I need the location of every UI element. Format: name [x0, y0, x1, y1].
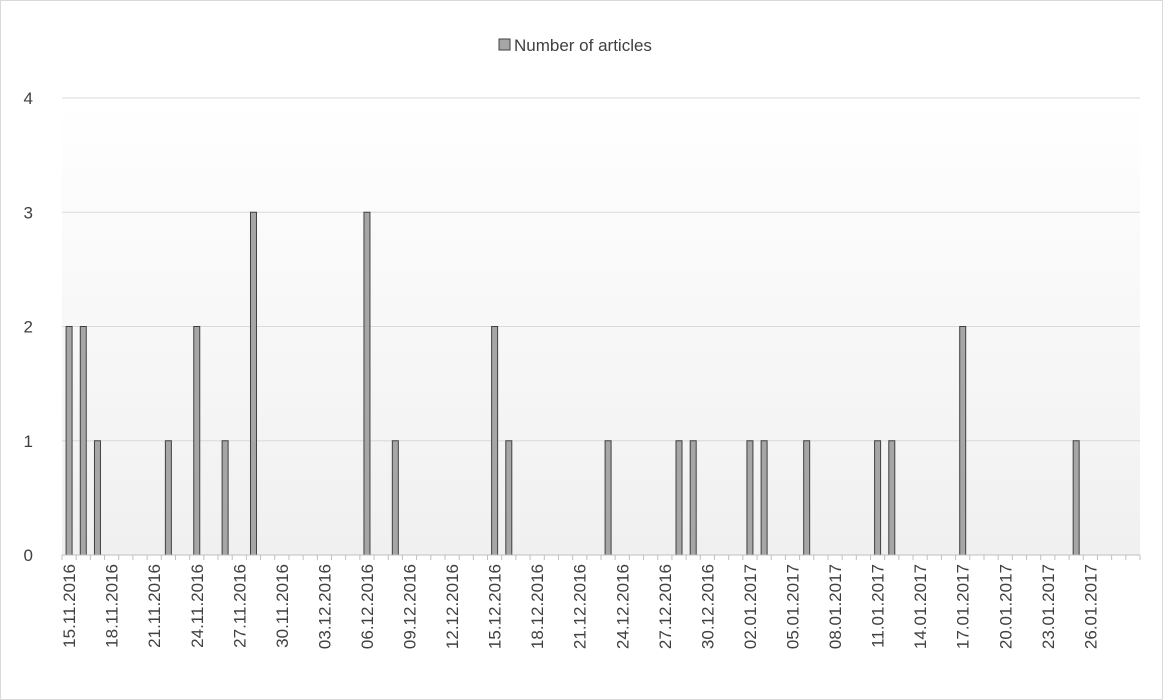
- legend-swatch: [498, 38, 511, 51]
- bar: [888, 440, 896, 556]
- legend-label: Number of articles: [514, 36, 652, 55]
- bar: [391, 440, 399, 556]
- bar: [249, 211, 257, 556]
- x-axis-ticks: 15.11.2016 18.11.2016 21.11.2016 24.11.2016…: [60, 564, 1100, 649]
- bar: [874, 440, 882, 556]
- bar: [363, 211, 371, 556]
- x-tick-label: 05.01.2017: [783, 564, 802, 649]
- bar: [803, 440, 811, 556]
- y-tick-label: 1: [24, 432, 33, 451]
- legend: Number of articles: [498, 36, 652, 55]
- y-axis-ticks: 0 1 2 3 4: [24, 89, 33, 565]
- x-tick-label: 24.12.2016: [613, 564, 632, 649]
- x-tick-label: 14.01.2017: [911, 564, 930, 649]
- bar: [760, 440, 768, 556]
- bar: [689, 440, 697, 556]
- x-tick-label: 03.12.2016: [315, 564, 334, 649]
- bar: [675, 440, 683, 556]
- x-tick-label: 27.11.2016: [230, 564, 249, 648]
- bar: [491, 326, 499, 556]
- bar: [746, 440, 754, 556]
- x-tick-label: 18.11.2016: [103, 564, 122, 648]
- x-tick-label: 17.01.2017: [954, 564, 973, 649]
- x-tick-label: 09.12.2016: [401, 564, 420, 649]
- x-tick-label: 30.12.2016: [698, 564, 717, 649]
- y-tick-label: 3: [24, 203, 33, 222]
- bar: [93, 440, 101, 556]
- x-tick-label: 02.01.2017: [741, 564, 760, 649]
- x-tick-label: 21.12.2016: [571, 564, 590, 649]
- bar: [193, 326, 201, 556]
- x-tick-label: 15.12.2016: [486, 564, 505, 649]
- bar: [505, 440, 513, 556]
- x-tick-label: 27.12.2016: [656, 564, 675, 649]
- bar: [959, 326, 967, 556]
- bar: [604, 440, 612, 556]
- x-tick-label: 06.12.2016: [358, 564, 377, 649]
- x-tick-label: 15.11.2016: [60, 564, 79, 648]
- x-tick-label: 26.01.2017: [1081, 564, 1100, 649]
- bar: [221, 440, 229, 556]
- x-tick-label: 30.11.2016: [273, 564, 292, 648]
- x-tick-label: 12.12.2016: [443, 564, 462, 649]
- x-tick-label: 18.12.2016: [528, 564, 547, 649]
- y-tick-label: 4: [24, 89, 33, 108]
- x-tick-label: 11.01.2017: [869, 564, 888, 648]
- bar: [164, 440, 172, 556]
- x-tick-label: 23.01.2017: [1039, 564, 1058, 649]
- x-tick-label: 20.01.2017: [996, 564, 1015, 649]
- x-tick-label: 08.01.2017: [826, 564, 845, 649]
- x-tick-label: 21.11.2016: [145, 564, 164, 648]
- bar: [79, 326, 87, 556]
- x-axis: [61, 554, 1141, 560]
- bar: [65, 326, 73, 556]
- y-tick-label: 0: [24, 546, 33, 565]
- y-tick-label: 2: [24, 318, 33, 337]
- bar: [1072, 440, 1080, 556]
- x-tick-label: 24.11.2016: [188, 564, 207, 648]
